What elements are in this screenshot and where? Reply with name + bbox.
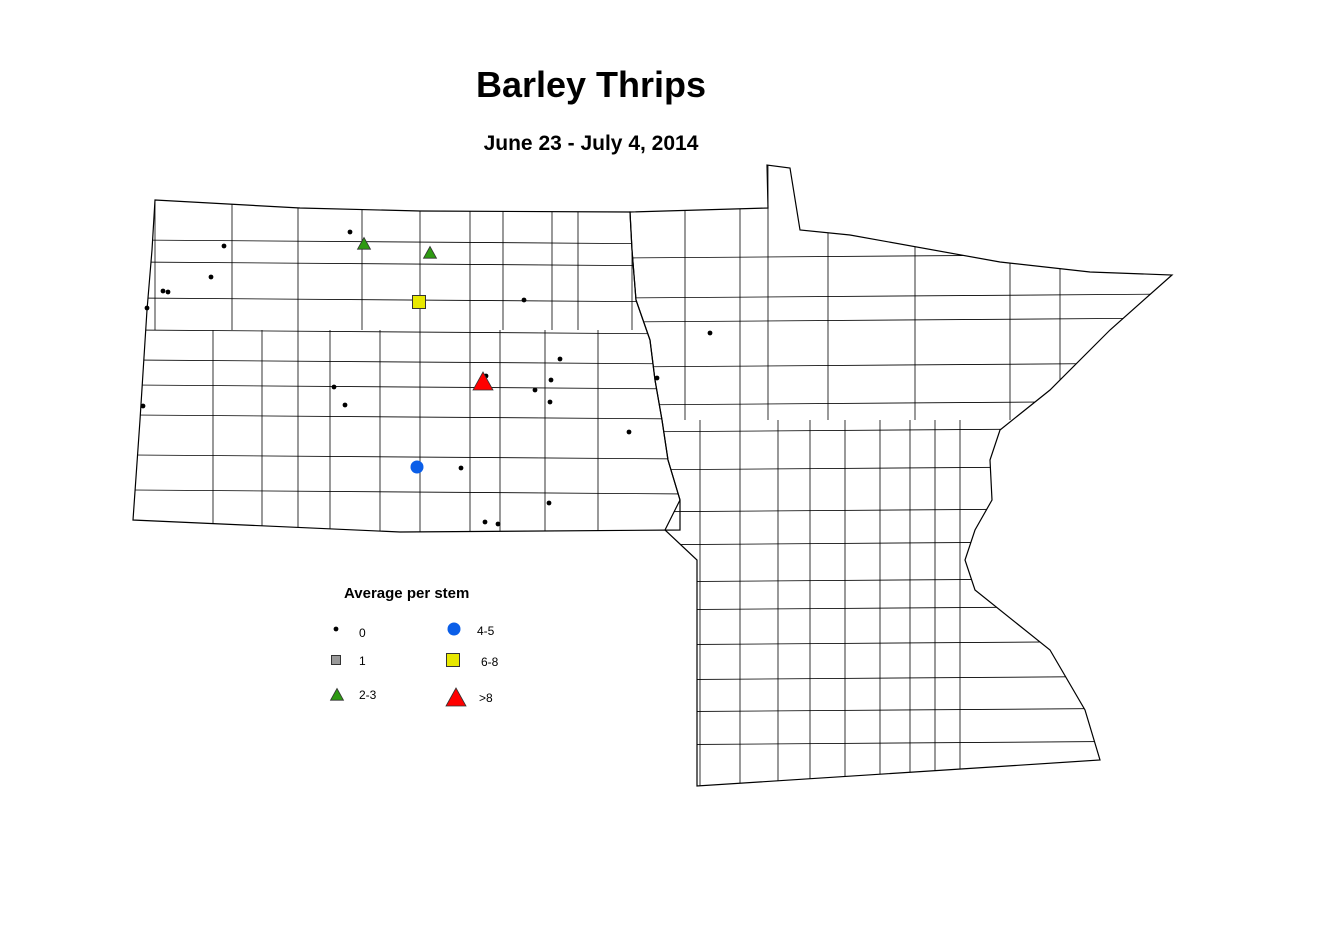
site-marker: [458, 465, 464, 471]
legend-symbols: [329, 622, 467, 707]
legend-label-0: 0: [359, 626, 366, 640]
map-title: Barley Thrips: [475, 64, 707, 105]
site-marker: [626, 429, 632, 435]
site-marker: [546, 500, 552, 506]
legend-symbol: [445, 687, 467, 707]
legend-symbol: [446, 653, 460, 667]
site-marker: [557, 356, 563, 362]
site-marker: [482, 519, 488, 525]
legend-title: Average per stem: [344, 585, 470, 602]
site-marker: [342, 402, 348, 408]
site-marker: [331, 384, 337, 390]
site-marker: [356, 236, 372, 250]
site-marker: [412, 295, 426, 309]
legend-label-6-8: 6-8: [481, 655, 499, 669]
legend-symbol: [447, 622, 461, 636]
site-marker: [472, 371, 494, 391]
legend-symbol: [329, 687, 345, 701]
county-lines: [133, 165, 1172, 786]
legend-label-gt8: >8: [479, 691, 493, 705]
site-marker: [347, 229, 353, 235]
site-marker: [521, 297, 527, 303]
site-marker: [532, 387, 538, 393]
site-marker: [144, 305, 150, 311]
site-marker: [548, 377, 554, 383]
legend-symbol: [331, 655, 341, 665]
legend-label-4-5: 4-5: [477, 624, 495, 638]
site-marker: [422, 245, 438, 259]
survey-sites: [140, 229, 713, 527]
site-marker: [654, 375, 660, 381]
map-subtitle: June 23 - July 4, 2014: [483, 132, 699, 155]
legend-label-1: 1: [359, 654, 366, 668]
site-marker: [707, 330, 713, 336]
site-marker: [160, 288, 166, 294]
site-marker: [410, 460, 424, 474]
site-marker: [547, 399, 553, 405]
minnesota-outline: [629, 164, 1173, 787]
site-marker: [140, 403, 146, 409]
legend-label-2-3: 2-3: [359, 688, 377, 702]
legend-symbol: [333, 626, 339, 632]
site-marker: [208, 274, 214, 280]
site-marker: [495, 521, 501, 527]
site-marker: [165, 289, 171, 295]
site-marker: [221, 243, 227, 249]
